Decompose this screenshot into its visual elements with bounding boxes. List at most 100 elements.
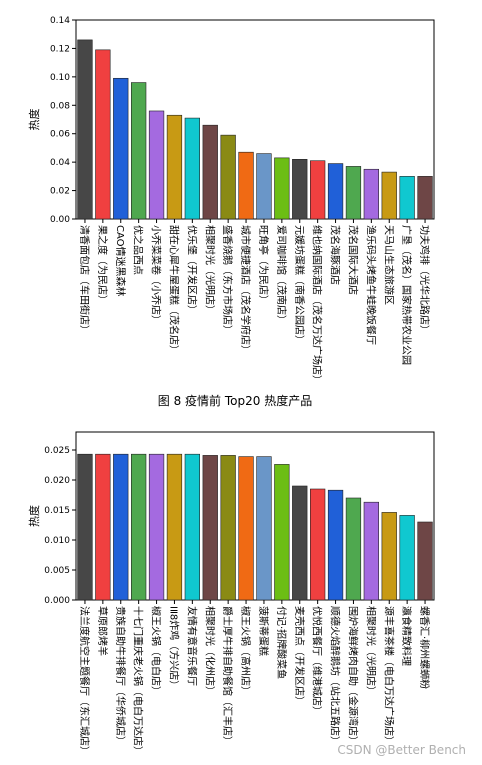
x-tick-label: 优悦西餐厅（维港城店）: [311, 606, 324, 716]
chart-1: 0.00 0.02 0.04 0.06 0.08 0.10 0.12 0.14 热度清香面包店（…: [27, 16, 435, 385]
x-tick-label: 广垦（茂名）国家热带农业公园: [400, 225, 413, 365]
y-tick-label: 0.04: [50, 158, 70, 168]
x-tick-label: 旺角亭（为民店）: [257, 225, 270, 305]
x-tick-label: 优之品西点: [132, 225, 145, 275]
y-tick-label: 0.020: [44, 476, 70, 486]
bar: [274, 157, 290, 220]
bar: [345, 166, 362, 220]
bar: [238, 151, 254, 220]
bar: [166, 453, 183, 601]
bar: [274, 464, 290, 601]
y-tick-label: 0.14: [50, 16, 70, 26]
chart-2: 0.000 0.005 0.010 0.015 0.020 0.025 热度法兰度航空主题餐…: [27, 431, 435, 756]
bar: [95, 49, 111, 220]
figure-caption: 图 8 疫情前 Top20 热度产品: [158, 393, 312, 408]
bar: [238, 456, 254, 601]
bar: [131, 453, 147, 601]
x-tick-label: 元媛坊蛋糕（南香公园店）: [293, 225, 306, 345]
x-tick-label: 椒王火锅（电白店）: [150, 606, 163, 696]
x-tick-label: 顺德火焰醉鹅坊（站北五路店）: [329, 606, 342, 746]
y-tick-label: 0.010: [44, 536, 70, 546]
bar: [148, 110, 165, 220]
x-tick-label: 麦壳西点（开发区店）: [293, 606, 306, 706]
x-tick-label: 相聚时光（光明店）: [364, 606, 377, 696]
bar: [220, 455, 236, 601]
y-tick-label: 0.025: [44, 446, 70, 456]
watermark: CSDN @Better Bench: [337, 743, 466, 757]
x-tick-label: ⅠⅡ8炸鸡（方兴店）: [167, 606, 180, 690]
bar: [77, 39, 93, 220]
x-tick-label: 维也纳国际酒店（茂名万达广场店）: [311, 225, 324, 385]
bar: [310, 160, 326, 220]
bar: [184, 117, 200, 220]
y-tick-label: 0.00: [50, 215, 70, 225]
y-tick-label: 0.10: [50, 73, 70, 83]
x-tick-label: 瀛食精致料理: [400, 606, 413, 666]
bar: [292, 159, 308, 220]
x-tick-label: 功夫鸡排（光华北路店）: [418, 225, 431, 335]
bar: [381, 512, 397, 601]
x-tick-label: 螺香汇·柳州螺蛳粉: [418, 606, 431, 689]
bar: [381, 171, 397, 220]
x-tick-label: 菠斯蒂蛋糕: [257, 606, 270, 656]
x-tick-label: 相聚时光（光明店）: [203, 225, 216, 315]
y-tick-label: 0.12: [50, 44, 70, 54]
plot-frame: [75, 431, 435, 601]
y-tick-label: 0.06: [50, 130, 70, 140]
bar: [131, 82, 147, 220]
bar: [95, 453, 111, 601]
y-tick-label: 0.015: [44, 506, 70, 516]
y-tick-label: 0.02: [50, 187, 70, 197]
x-tick-label: 友情有意音乐餐厅: [185, 606, 198, 686]
x-tick-label: 围炉海鲜烤肉自助（金源湾店）: [346, 606, 359, 746]
x-tick-label: 草原郎烤羊: [96, 606, 109, 656]
x-tick-label: CAO情迷黑森林: [114, 225, 127, 297]
x-tick-label: 清香面包店（车田街店）: [78, 225, 91, 335]
bar: [148, 453, 165, 601]
x-tick-label: 源丰喜茶楼（电白万达广场店）: [382, 606, 395, 746]
x-tick-label: 十七门重庆老火锅（电白万达店）: [132, 606, 145, 756]
x-tick-label: 渔乐码头烤鱼牛蛙晚饭餐厅: [364, 225, 377, 345]
x-tick-label: 甜在心犀牛屋蛋糕（茂名店）: [167, 225, 180, 355]
x-tick-label: 法兰度航空主题餐厅（东汇城店）: [78, 606, 91, 756]
bar: [113, 77, 129, 220]
x-tick-label: 城市便捷酒店（茂名学府店）: [239, 225, 252, 355]
bar: [399, 176, 415, 220]
y-axis-label: 热度: [27, 505, 41, 527]
x-tick-label: 果之度（为民店）: [96, 225, 109, 305]
x-tick-label: 天马山生态旅游区: [382, 225, 395, 305]
bar: [202, 455, 218, 601]
bar: [417, 176, 433, 220]
x-tick-label: 付记·招牌酸菜鱼: [275, 606, 288, 679]
x-tick-label: 优乐堡（开发区店）: [185, 225, 198, 315]
bar: [327, 489, 344, 601]
x-tick-label: 椒王火锅（高州店）: [239, 606, 252, 696]
x-tick-label: 爵士厚牛排自助餐馆（汇丰店）: [221, 606, 234, 746]
y-tick-label: 0.08: [50, 101, 70, 111]
x-tick-label: 爱司咖啡馆（茂南店）: [275, 225, 288, 325]
y-axis-label: 热度: [27, 109, 41, 131]
bar: [417, 521, 433, 601]
y-tick-label: 0.000: [44, 596, 70, 606]
y-tick-label: 0.005: [44, 566, 70, 576]
x-tick-label: 贵族自助牛排餐厅（华侨城店）: [114, 606, 127, 746]
x-tick-label: 茂名海豚酒店: [329, 225, 342, 285]
bar: [292, 485, 308, 601]
bar: [399, 515, 415, 601]
x-tick-label: 茂名国际大酒店: [346, 225, 359, 295]
bar: [113, 453, 129, 601]
bar: [220, 134, 236, 220]
bar: [256, 153, 272, 220]
bar: [166, 114, 183, 220]
plot-frame: [75, 19, 435, 220]
bar: [77, 453, 93, 601]
bar: [202, 124, 218, 220]
bar: [345, 497, 362, 601]
x-tick-label: 盛香烧鹅（东方市场店）: [221, 225, 234, 335]
bar: [256, 456, 272, 601]
bar: [327, 163, 344, 220]
bar: [363, 501, 379, 601]
bar: [184, 453, 200, 601]
bar: [363, 168, 379, 220]
